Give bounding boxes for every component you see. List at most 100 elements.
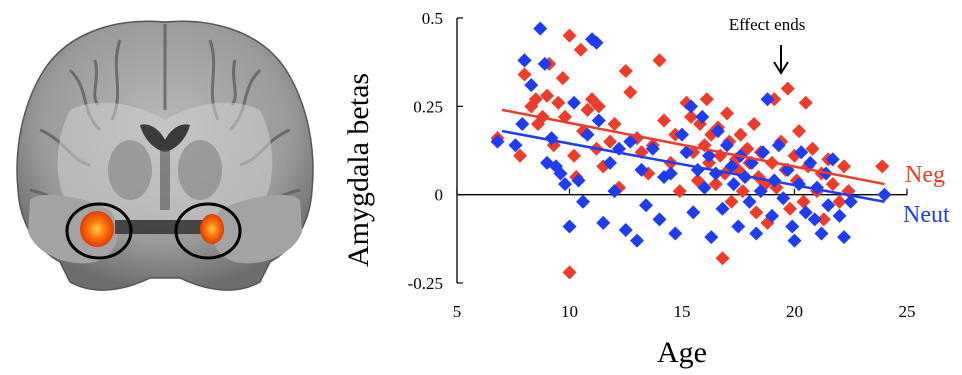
- neg-data-point: [832, 194, 847, 209]
- neg-data-point: [875, 159, 890, 174]
- scatter-plot-panel: 0.5 0.25 0 -0.25 5 10 15 20 25 Amygdala betas Ag…: [330, 0, 962, 370]
- neut-data-point: [524, 78, 539, 93]
- neut-data-point: [668, 226, 683, 241]
- neut-data-point: [562, 219, 577, 234]
- neut-data-point: [803, 155, 818, 170]
- x-tick-label: 15: [674, 302, 691, 321]
- y-tick-label: 0.25: [413, 97, 443, 116]
- neg-data-point: [672, 184, 687, 199]
- neg-data-point: [618, 64, 633, 78]
- neg-data-point: [513, 148, 527, 163]
- neut-data-point: [821, 198, 836, 213]
- neut-data-point: [596, 215, 611, 230]
- neut-data-point: [832, 208, 847, 223]
- neg-data-point: [652, 53, 667, 68]
- amygdala-age-scatter-chart: 0.5 0.25 0 -0.25 5 10 15 20 25 Amygdala betas Ag…: [342, 9, 950, 369]
- neut-data-point: [749, 226, 764, 241]
- x-axis-label: Age: [657, 336, 707, 369]
- neut-data-point: [663, 166, 678, 181]
- neut-data-point: [760, 92, 775, 107]
- neut-data-point: [652, 212, 667, 227]
- neut-data-point: [553, 166, 568, 181]
- neut-data-point: [798, 205, 813, 220]
- effect-ends-annotation: Effect ends: [729, 15, 806, 75]
- neut-data-point: [776, 191, 791, 206]
- x-tick-label: 20: [786, 302, 803, 321]
- neg-data-point: [720, 106, 734, 121]
- neg-data-point: [749, 205, 764, 220]
- arrow-head: [773, 61, 789, 75]
- effect-ends-label: Effect ends: [729, 15, 806, 34]
- neut-data-point: [756, 145, 770, 160]
- neut-data-point: [742, 194, 757, 209]
- legend-neut-label: Neut: [903, 202, 950, 228]
- neg-data-point: [798, 95, 813, 110]
- neg-data-point: [567, 148, 581, 163]
- lateral-ventricles: [140, 124, 190, 152]
- neut-data-point: [843, 194, 858, 209]
- down-arrow-icon: [773, 45, 789, 75]
- neut-data-point: [533, 21, 548, 36]
- neg-data-point: [796, 194, 811, 209]
- neut-data-point: [825, 152, 840, 167]
- x-tick-label: 5: [453, 302, 462, 321]
- neut-data-point: [490, 134, 505, 149]
- neg-data-point: [825, 177, 840, 192]
- neg-data-point: [580, 102, 595, 117]
- neut-data-point: [675, 127, 689, 142]
- y-axis-label: Amygdala betas: [342, 73, 375, 267]
- legend-neg-label: Neg: [905, 162, 945, 188]
- x-tick-label: 25: [899, 302, 916, 321]
- neut-data-point: [639, 198, 653, 213]
- neg-data-point: [562, 28, 577, 43]
- neg-data-point: [607, 117, 622, 131]
- neut-data-point: [785, 219, 800, 234]
- neg-data-point: [735, 184, 750, 199]
- neut-data-point: [630, 233, 644, 248]
- left-amygdala-circle: [65, 202, 133, 260]
- neut-data-point: [603, 155, 617, 170]
- neut-data-point: [753, 184, 768, 199]
- neg-data-point: [780, 81, 795, 96]
- neut-data-point: [558, 177, 572, 192]
- neut-trend-line: [501, 129, 885, 203]
- right-amygdala-circle: [174, 202, 242, 260]
- data-points: [490, 21, 892, 280]
- neut-data-point: [607, 184, 622, 199]
- neg-data-point: [792, 124, 806, 139]
- neut-data-point: [711, 124, 725, 139]
- neut-data-point: [645, 141, 660, 156]
- neut-data-point: [794, 145, 809, 160]
- neg-data-point: [573, 42, 588, 57]
- neut-data-point: [724, 159, 739, 174]
- neut-data-point: [720, 138, 734, 153]
- neg-data-point: [805, 141, 820, 156]
- neut-data-point: [580, 127, 595, 142]
- neut-data-point: [589, 35, 604, 50]
- neut-data-point: [567, 95, 581, 110]
- neut-data-point: [623, 134, 638, 149]
- brain-illustration: [16, 20, 314, 291]
- y-tick-label: 0.5: [422, 9, 443, 28]
- neg-data-point: [747, 117, 761, 131]
- neut-data-point: [591, 113, 606, 128]
- neg-data-point: [603, 134, 617, 149]
- right-amygdala-activation: [200, 214, 224, 244]
- neut-data-point: [517, 53, 532, 68]
- neg-data-point: [517, 67, 532, 82]
- neut-data-point: [697, 180, 712, 195]
- neg-data-point: [562, 265, 577, 280]
- neg-trend-line: [501, 108, 885, 186]
- brain-coronal-slice-image: [0, 0, 330, 370]
- neut-data-point: [715, 201, 730, 216]
- neut-data-point: [704, 230, 719, 245]
- neut-data-point: [634, 162, 649, 177]
- neg-data-point: [555, 71, 570, 86]
- neg-data-point: [733, 127, 748, 142]
- neg-data-point: [684, 109, 698, 124]
- neut-data-point: [515, 117, 530, 131]
- neg-data-point: [540, 88, 554, 103]
- neg-data-point: [528, 92, 543, 107]
- neut-data-point: [508, 138, 523, 153]
- neut-data-point: [814, 226, 829, 241]
